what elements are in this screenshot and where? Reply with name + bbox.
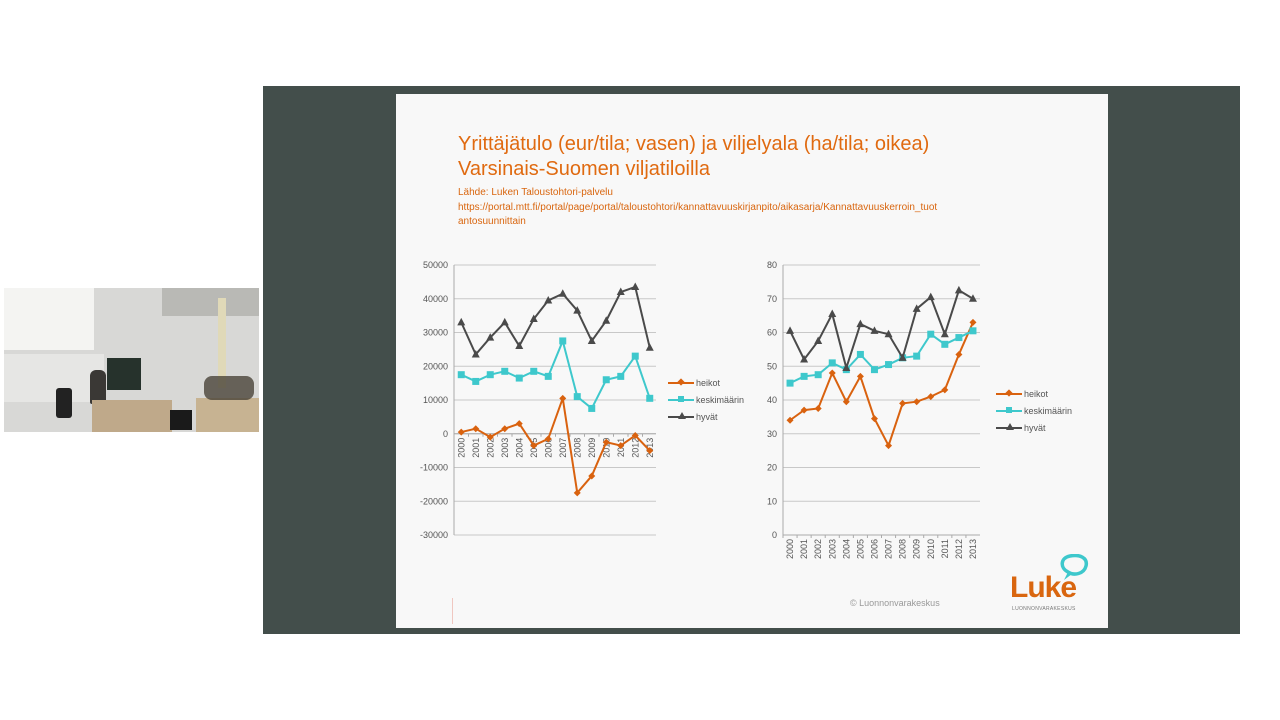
svg-text:2004: 2004 (514, 438, 524, 458)
legend-item: hyvät (668, 408, 744, 425)
pillar (218, 298, 226, 388)
slide-title: Yrittäjätulo (eur/tila; vasen) ja viljel… (458, 132, 929, 182)
svg-text:2012: 2012 (954, 539, 964, 559)
audience (204, 376, 254, 400)
source-url-cont[interactable]: antosuunnittain (458, 216, 526, 227)
presentation-slide: Yrittäjätulo (eur/tila; vasen) ja viljel… (396, 94, 1108, 628)
svg-text:2010: 2010 (601, 438, 611, 458)
svg-text:2013: 2013 (968, 539, 978, 559)
svg-text:-30000: -30000 (420, 530, 448, 540)
leaf-bubble-icon (1060, 554, 1089, 580)
svg-text:0: 0 (443, 429, 448, 439)
svg-text:30: 30 (767, 429, 777, 439)
area-chart: 0 10 20 30 40 50 60 70 80 2000 2001 2002 2003 2004 200… (736, 244, 996, 574)
source-url[interactable]: https://portal.mtt.fi/portal/page/portal… (458, 201, 938, 213)
svg-text:2003: 2003 (827, 539, 837, 559)
svg-text:2002: 2002 (813, 539, 823, 559)
source-label: Lähde: Luken Taloustohtori-palvelu (458, 187, 613, 198)
svg-text:0: 0 (772, 530, 777, 540)
audience-desks (196, 398, 259, 432)
legend-swatch (996, 422, 1022, 430)
wall (4, 354, 104, 402)
svg-text:2010: 2010 (926, 539, 936, 559)
logo-subtitle: LUONNONVARAKESKUS (1012, 606, 1076, 612)
legend-label: keskimäärin (696, 394, 745, 405)
lectern-desk (92, 400, 172, 432)
legend-swatch (668, 411, 694, 419)
svg-text:30000: 30000 (423, 328, 448, 338)
svg-text:2006: 2006 (543, 438, 553, 458)
blackboard (107, 358, 141, 390)
svg-text:50: 50 (767, 361, 777, 371)
svg-text:2007: 2007 (884, 539, 894, 559)
legend-label: heikot (696, 377, 721, 388)
svg-text:2008: 2008 (898, 539, 908, 559)
income-chart-legend: heikot keskimäärin hyvät (668, 374, 744, 425)
svg-text:50000: 50000 (423, 260, 448, 270)
legend-swatch (668, 377, 694, 386)
monitor (170, 410, 192, 430)
svg-text:2000: 2000 (456, 438, 466, 458)
webcam-video-thumbnail (4, 288, 259, 432)
svg-text:2009: 2009 (912, 539, 922, 559)
svg-text:2008: 2008 (572, 438, 582, 458)
title-line-1: Yrittäjätulo (eur/tila; vasen) ja viljel… (458, 133, 930, 155)
svg-text:70: 70 (767, 294, 777, 304)
svg-text:2004: 2004 (841, 539, 851, 559)
chair (56, 388, 72, 418)
legend-label: hyvät (696, 411, 718, 422)
income-chart: -30000 -20000 -10000 0 10000 20000 30000 40000 5… (396, 244, 657, 544)
legend-item: heikot (996, 385, 1072, 402)
divider (452, 598, 453, 624)
copyright: © Luonnonvarakeskus (850, 598, 940, 608)
svg-text:10000: 10000 (423, 395, 448, 405)
svg-text:2011: 2011 (940, 539, 950, 558)
projector-screen (4, 288, 94, 350)
svg-text:10: 10 (767, 496, 777, 506)
svg-text:2007: 2007 (558, 438, 568, 458)
ceiling (162, 288, 259, 316)
area-chart-legend: heikot keskimäärin hyvät (996, 385, 1072, 436)
svg-text:2001: 2001 (799, 539, 809, 559)
legend-label: hyvät (1024, 422, 1046, 433)
svg-text:2006: 2006 (869, 539, 879, 559)
legend-item: heikot (668, 374, 744, 391)
legend-swatch (996, 406, 1022, 413)
svg-text:-10000: -10000 (420, 463, 448, 473)
svg-text:2003: 2003 (500, 438, 510, 458)
svg-text:20: 20 (767, 463, 777, 473)
legend-swatch (996, 388, 1022, 397)
svg-text:2009: 2009 (587, 438, 597, 458)
svg-text:2002: 2002 (485, 438, 495, 458)
legend-swatch (668, 395, 694, 402)
legend-item: keskimäärin (996, 402, 1072, 419)
legend-item: keskimäärin (668, 391, 744, 408)
luke-logo: Luke LUONNONVARAKESKUS (1010, 554, 1090, 616)
title-line-2: Varsinais-Suomen viljatiloilla (458, 158, 710, 180)
legend-label: heikot (1024, 388, 1049, 399)
svg-text:2000: 2000 (785, 539, 795, 559)
svg-text:80: 80 (767, 260, 777, 270)
svg-text:40: 40 (767, 395, 777, 405)
svg-text:2012: 2012 (630, 438, 640, 458)
legend-label: keskimäärin (1024, 405, 1073, 416)
svg-text:40000: 40000 (423, 294, 448, 304)
legend-item: hyvät (996, 419, 1072, 436)
source-text: Lähde: Luken Taloustohtori-palvelu https… (458, 186, 937, 230)
svg-text:60: 60 (767, 328, 777, 338)
logo-wordmark: Luke (1010, 571, 1077, 604)
svg-text:2005: 2005 (855, 539, 865, 559)
svg-text:-20000: -20000 (420, 496, 448, 506)
presenter (90, 370, 106, 404)
svg-text:2001: 2001 (471, 438, 481, 458)
svg-text:20000: 20000 (423, 361, 448, 371)
